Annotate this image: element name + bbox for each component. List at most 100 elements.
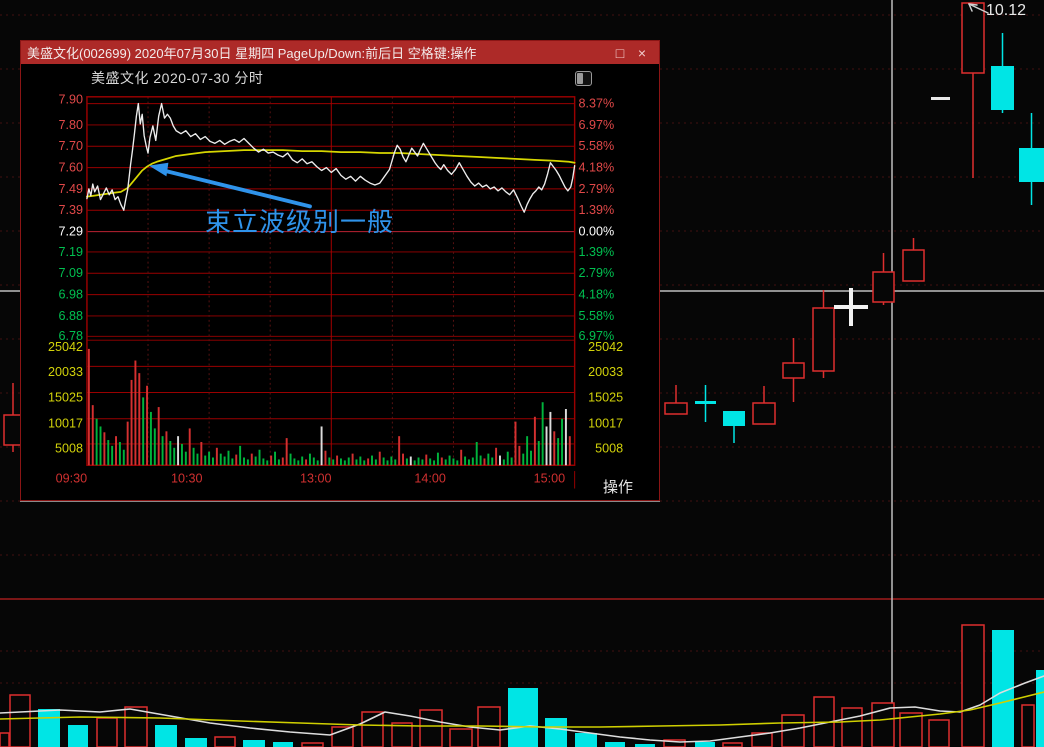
price-label: 7.70 (59, 139, 84, 153)
popup-volume-bar (285, 438, 288, 466)
bg-volume-bar (449, 728, 473, 747)
popup-volume-bar (464, 456, 467, 466)
price-label: 7.19 (59, 245, 84, 259)
popup-volume-bar (301, 456, 304, 466)
popup-volume-bar (518, 445, 521, 466)
volume-label: 25042 (48, 340, 83, 354)
price-label: 7.60 (59, 160, 84, 174)
volume-label: 5008 (55, 442, 83, 456)
candle-body-down (1019, 148, 1044, 182)
price-label: 6.78 (59, 329, 84, 343)
popup-volume-bar (316, 460, 319, 466)
popup-volume-bar (212, 457, 214, 466)
volume-label: 10017 (48, 416, 83, 430)
panel-toggle-icon[interactable] (575, 71, 592, 86)
volume-label: 5008 (595, 442, 623, 456)
popup-volume-bar (324, 450, 327, 466)
popup-volume-bar (340, 458, 342, 466)
popup-volume-bar (351, 453, 354, 466)
popup-volume-bar (460, 449, 463, 466)
bg-volume-bar (1021, 704, 1035, 747)
popup-volume-bar (564, 409, 567, 466)
price-label: 7.39 (59, 203, 84, 217)
bg-volume-bar (0, 732, 10, 747)
popup-volume-bar (227, 450, 230, 466)
popup-volume-bar (413, 460, 416, 466)
popup-volume-bar (328, 457, 331, 466)
popup-volume-bar (130, 379, 133, 466)
popup-volume-bar (537, 441, 540, 466)
close-button[interactable]: × (637, 44, 647, 61)
popup-volume-bar (561, 418, 564, 466)
popup-volume-bar (456, 460, 459, 466)
popup-volume-bar (200, 441, 203, 466)
popup-volume-bar (153, 428, 156, 466)
price-label: 7.29 (59, 224, 84, 238)
popup-volume-bar (522, 453, 525, 466)
popup-volume-bar (149, 411, 152, 466)
popup-volume-bar (107, 440, 110, 466)
popup-volume-bar (274, 451, 277, 466)
callout-arrow (968, 3, 989, 14)
pct-label: 6.97% (579, 118, 615, 132)
volume-label: 15025 (48, 390, 83, 404)
callout-arrow-head (968, 3, 978, 6)
popup-volume-bar (557, 438, 560, 466)
candle-body-down (723, 411, 745, 426)
popup-volume-bar (541, 402, 544, 466)
maximize-button[interactable]: □ (615, 44, 625, 61)
popup-volume-bar (533, 416, 536, 466)
popup-volume-bar (433, 460, 436, 466)
bg-volume-bar (545, 718, 567, 747)
callout-arrow-head (968, 3, 973, 12)
popup-volume-bar (479, 455, 482, 466)
intraday-popup-window[interactable]: 美盛文化(002699) 2020年07月30日 星期四 PageUp/Down… (20, 40, 660, 501)
popup-volume-bar (126, 421, 129, 466)
popup-volume-bar (448, 455, 451, 466)
action-label[interactable]: 操作 (603, 479, 634, 496)
popup-volume-bar (184, 451, 187, 466)
bg-volume-bar (508, 688, 538, 747)
bg-volume-bar (68, 725, 88, 747)
candle-body-up (902, 249, 925, 282)
popup-volume-bar (138, 373, 141, 466)
pct-label: 1.39% (579, 203, 615, 217)
popup-volume-bar (367, 458, 370, 466)
popup-volume-bar (115, 436, 117, 466)
popup-volume-bar (390, 456, 393, 466)
popup-volume-bar (421, 459, 424, 466)
annotation-text: 束立波级别一般 (205, 207, 395, 237)
popup-volume-bar (231, 458, 234, 466)
time-label: 10:30 (171, 472, 203, 486)
popup-chart-body[interactable]: 7.90 7.80 7.70 7.60 7.49 7.39 7.29 7.19 7.09 6.98… (21, 64, 659, 500)
price-label: 7.80 (59, 118, 84, 132)
bg-volume-bar (695, 742, 715, 747)
popup-volume-bar (99, 426, 102, 466)
popup-titlebar[interactable]: 美盛文化(002699) 2020年07月30日 星期四 PageUp/Down… (21, 41, 659, 64)
price-callout-label: 10.12 (986, 2, 1027, 19)
popup-volume-bar (142, 397, 145, 466)
bg-volume-bar (38, 709, 60, 747)
popup-volume-bar (394, 459, 397, 466)
popup-volume-bar (258, 449, 261, 466)
candle-body-up (664, 402, 688, 415)
popup-volume-bar (146, 385, 149, 466)
popup-volume-bar (254, 456, 257, 466)
popup-volume-bar (425, 454, 428, 466)
price-label: 7.49 (59, 182, 84, 196)
volume-label: 10017 (588, 416, 623, 430)
popup-volume-bar (363, 460, 366, 466)
bg-volume-bar (961, 624, 985, 747)
time-label: 14:00 (414, 472, 446, 486)
popup-volume-bar (215, 447, 218, 466)
candle-body-up (872, 271, 895, 303)
popup-volume-bar (305, 459, 308, 466)
intraday-chart-canvas[interactable]: 7.90 7.80 7.70 7.60 7.49 7.39 7.29 7.19 7.09 6.98… (21, 64, 659, 500)
popup-volume-bar (281, 457, 284, 466)
volume-label: 20033 (48, 365, 83, 379)
popup-volume-bar (444, 459, 447, 466)
popup-volume-bar (161, 436, 164, 466)
bg-volume-bar (992, 630, 1014, 747)
ma-line-yellow (0, 691, 1044, 728)
popup-volume-bar (169, 441, 172, 466)
